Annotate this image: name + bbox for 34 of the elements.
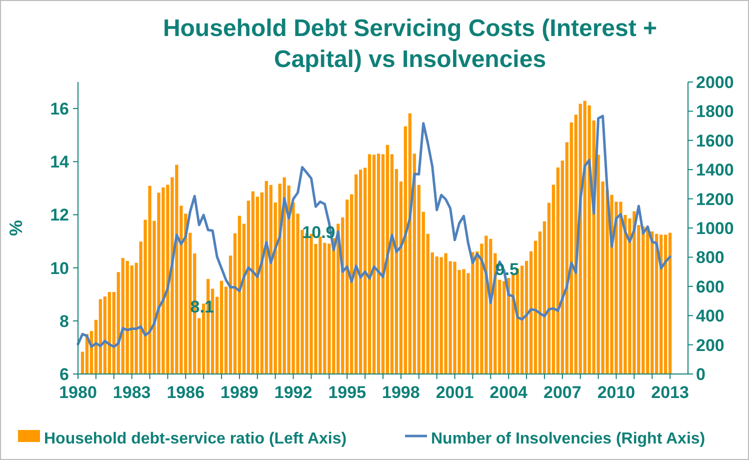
y2-tick-label: 2000 (696, 72, 734, 92)
x-tick-label: 1989 (220, 383, 258, 402)
line-series (76, 114, 672, 348)
legend-label: Household debt-service ratio (Left Axis) (44, 430, 347, 448)
y2-tick-label: 1600 (696, 131, 734, 150)
y2-tick-label: 400 (696, 306, 724, 326)
x-tick-label: 2010 (597, 383, 636, 402)
x-tick-label: 1983 (112, 383, 151, 402)
y-tick-label: 10 (50, 258, 69, 278)
legend-label: Number of Insolvencies (Right Axis) (431, 430, 706, 448)
y2-tick-label: 600 (696, 277, 724, 296)
x-tick-label: 1992 (274, 383, 312, 402)
chart-title: Household Debt Servicing Costs (Interest + Capital) vs Insolvencies (162, 15, 658, 73)
y2-tick-label: 1200 (696, 190, 734, 209)
x-tick-label: 1986 (166, 383, 205, 402)
x-tick-label: 2004 (490, 383, 528, 402)
x-tick-label: 1998 (382, 383, 420, 402)
x-tick-label: 2013 (651, 383, 689, 402)
y2-tick-label: 1000 (696, 218, 734, 238)
y-tick-label: 14 (50, 152, 70, 172)
y-tick-label: 12 (50, 206, 69, 225)
x-tick-label: 2007 (544, 383, 582, 402)
y-tick-label: 8 (60, 312, 69, 331)
y-axis-title: % (6, 220, 26, 236)
x-tick-label: 1995 (328, 383, 366, 402)
x-tick-label: 2001 (436, 383, 474, 402)
y2-tick-label: 1800 (696, 102, 734, 122)
y2-tick-label: 1400 (696, 160, 734, 180)
x-tick-label: 1980 (59, 383, 97, 402)
y2-tick-label: 800 (696, 248, 724, 268)
y2-tick-label: 200 (696, 336, 724, 355)
y2-tick-label: 0 (696, 364, 706, 384)
y-tick-label: 16 (50, 99, 69, 118)
y-tick-label: 6 (60, 364, 69, 384)
